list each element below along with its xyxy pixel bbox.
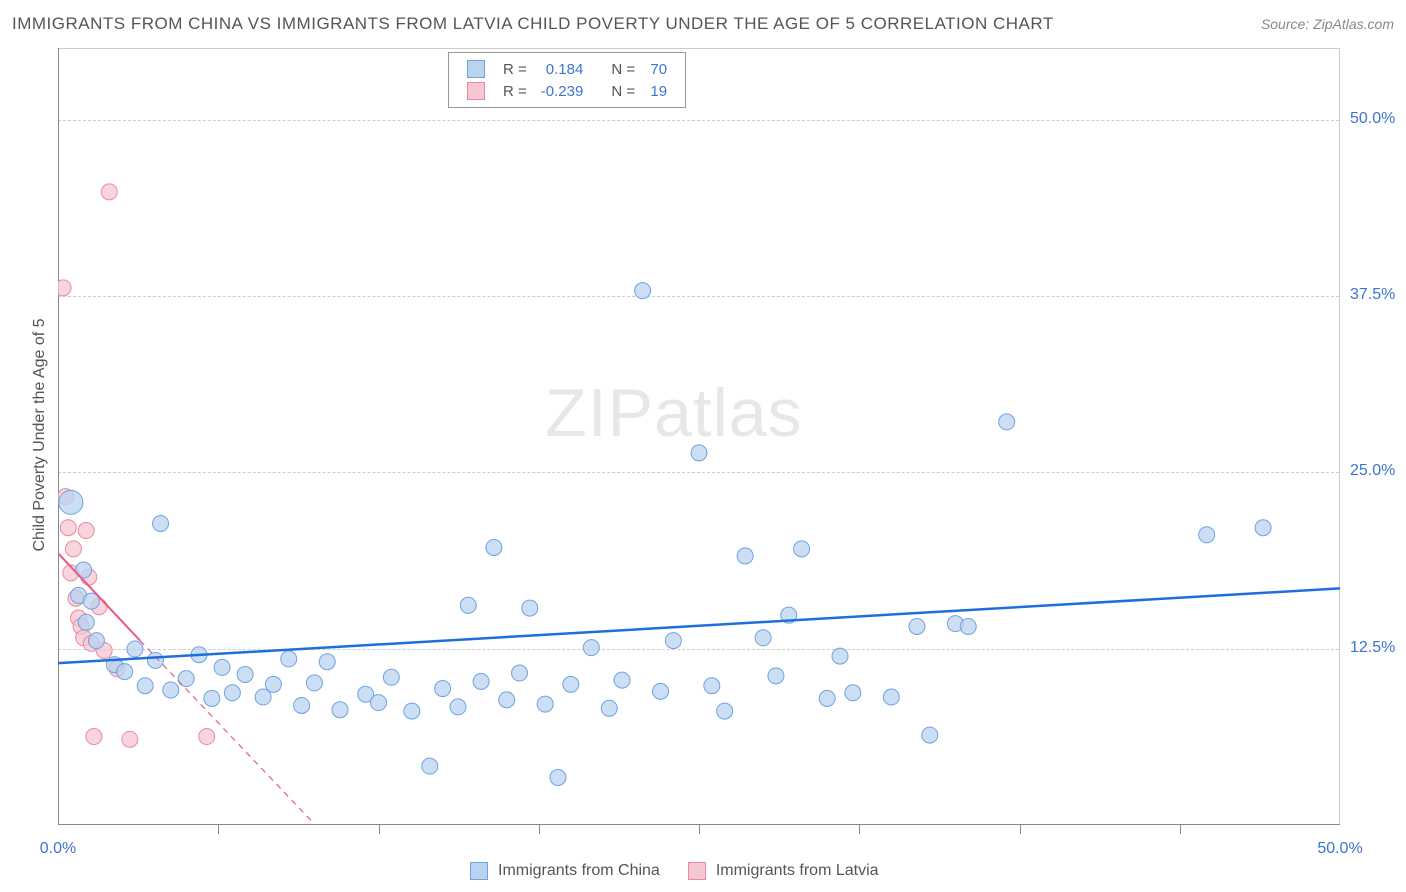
gridline-horizontal (58, 472, 1339, 473)
source-attribution: Source: ZipAtlas.com (1261, 16, 1394, 32)
source-label: Source: (1261, 16, 1313, 32)
source-name: ZipAtlas.com (1313, 16, 1394, 32)
y-tick-label: 25.0% (1350, 462, 1395, 480)
legend-swatch (688, 862, 706, 880)
legend-swatch (467, 60, 485, 78)
y-tick-label: 12.5% (1350, 639, 1395, 657)
legend-item: Immigrants from China (470, 862, 660, 880)
title-bar: IMMIGRANTS FROM CHINA VS IMMIGRANTS FROM… (12, 10, 1394, 38)
stat-r-label: R = (497, 81, 533, 101)
stat-r-value: 0.184 (535, 59, 590, 79)
gridline-horizontal (58, 296, 1339, 297)
x-tick (1020, 824, 1021, 834)
x-tick (539, 824, 540, 834)
stat-n-label: N = (605, 59, 641, 79)
chart-title: IMMIGRANTS FROM CHINA VS IMMIGRANTS FROM… (12, 14, 1054, 34)
gridline-horizontal (58, 120, 1339, 121)
correlation-stats-legend: R =0.184 N =70 R =-0.239 N =19 (448, 52, 686, 108)
legend-swatch (467, 82, 485, 100)
y-tick-label: 50.0% (1350, 110, 1395, 128)
x-tick (1180, 824, 1181, 834)
stat-r-label: R = (497, 59, 533, 79)
plot-area (58, 48, 1340, 824)
x-tick (699, 824, 700, 834)
legend-label: Immigrants from Latvia (716, 862, 879, 880)
stat-n-value: 19 (643, 81, 673, 101)
x-tick (218, 824, 219, 834)
y-axis-line (58, 48, 59, 824)
x-tick (379, 824, 380, 834)
stat-r-value: -0.239 (535, 81, 590, 101)
legend-swatch (470, 862, 488, 880)
y-axis-title: Child Poverty Under the Age of 5 (31, 305, 49, 565)
x-tick-label: 0.0% (40, 840, 76, 858)
gridline-horizontal (58, 649, 1339, 650)
y-tick-label: 37.5% (1350, 286, 1395, 304)
legend-label: Immigrants from China (498, 862, 660, 880)
stat-n-value: 70 (643, 59, 673, 79)
x-tick (859, 824, 860, 834)
stat-n-label: N = (605, 81, 641, 101)
legend-item: Immigrants from Latvia (688, 862, 879, 880)
series-legend: Immigrants from China Immigrants from Lat… (470, 862, 879, 880)
x-tick-label: 50.0% (1317, 840, 1362, 858)
